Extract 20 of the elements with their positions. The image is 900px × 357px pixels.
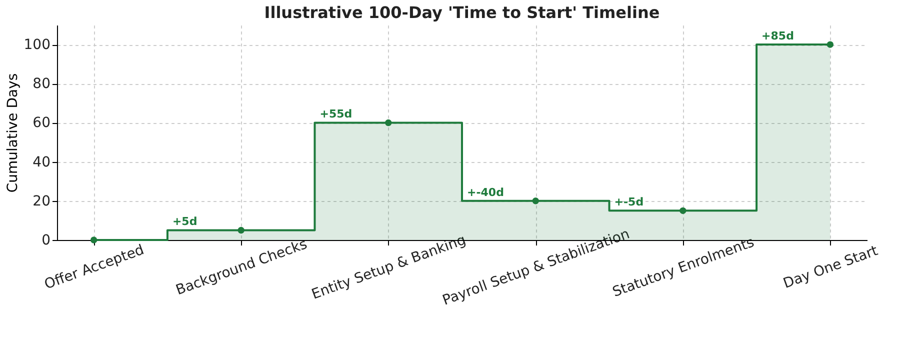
y-tick-label: 20 bbox=[32, 193, 50, 210]
y-tick-label: 100 bbox=[24, 37, 50, 54]
annotation: +55d bbox=[320, 108, 352, 121]
y-axis-title: Cumulative Days bbox=[4, 73, 21, 193]
y-tick-label: 80 bbox=[32, 76, 50, 92]
annotation: +85d bbox=[762, 30, 794, 43]
y-tick-label: 60 bbox=[32, 115, 50, 132]
x-tick-label: Day One Start bbox=[781, 242, 881, 292]
y-tick-label: 0 bbox=[42, 232, 50, 248]
point bbox=[90, 236, 98, 244]
annotation: +-5d bbox=[614, 196, 644, 209]
point bbox=[238, 226, 244, 234]
point bbox=[680, 207, 686, 214]
point bbox=[385, 119, 392, 126]
point bbox=[532, 198, 539, 204]
annotation: +5d bbox=[172, 215, 198, 228]
point bbox=[826, 41, 834, 48]
chart-title: Illustrative 100-Day 'Time to Start' Timeline bbox=[264, 3, 660, 22]
annotation: +-40d bbox=[467, 186, 504, 199]
y-tick-label: 40 bbox=[32, 154, 50, 170]
